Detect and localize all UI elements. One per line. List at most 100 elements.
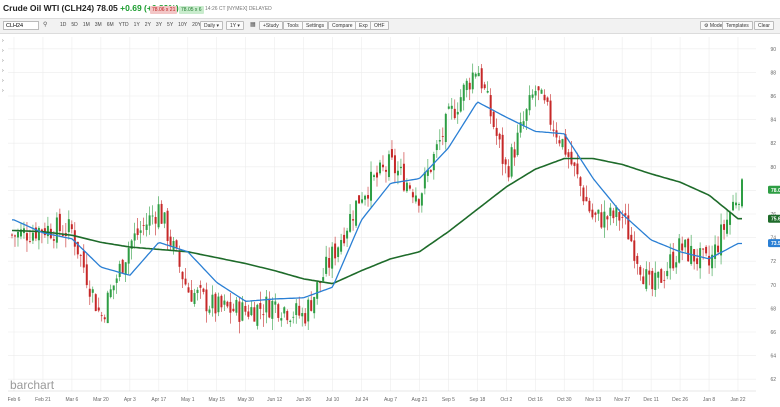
x-tick-label: Apr 17 [151, 397, 166, 403]
barchart-watermark: barchart [10, 378, 55, 392]
tools-button[interactable]: Tools [283, 21, 303, 30]
y-tick-label: 70 [770, 283, 776, 289]
save-button[interactable]: OHF [370, 21, 389, 30]
range-3y[interactable]: 3Y [155, 22, 163, 28]
range-20y[interactable]: 20Y [192, 22, 201, 28]
ask-quote: 78.05 x 6 [179, 6, 204, 14]
candle-body [118, 263, 121, 277]
range-6m[interactable]: 6M [106, 22, 114, 28]
x-tick-label: Apr 3 [124, 397, 136, 403]
candle-body [256, 304, 259, 326]
y-tick-label: 86 [770, 94, 776, 100]
candle-body [25, 233, 28, 241]
range-2y[interactable]: 2Y [144, 22, 151, 28]
candle-body [432, 154, 435, 171]
candle-body [193, 292, 196, 304]
settings-button[interactable]: Settings [302, 21, 329, 30]
candle-body [349, 214, 352, 232]
chevron-right-icon[interactable]: › [2, 58, 4, 64]
candle-body [352, 219, 355, 221]
candle-body [555, 130, 558, 138]
chevron-right-icon[interactable]: › [2, 48, 4, 54]
x-tick-label: Oct 2 [500, 397, 512, 403]
range-10y[interactable]: 10Y [178, 22, 188, 28]
candle-body [175, 240, 178, 248]
symbol-input[interactable] [3, 21, 39, 30]
moving-average-short [12, 101, 742, 302]
clear-button[interactable]: Clear [754, 21, 774, 30]
candle-body [483, 84, 486, 89]
range-1y[interactable]: 1Y [133, 22, 140, 28]
candle-body [531, 94, 534, 98]
candle-body [328, 258, 331, 268]
candle-body [148, 215, 151, 226]
candle-body [163, 212, 166, 224]
candle-body [549, 100, 552, 125]
candle-body [91, 289, 94, 293]
y-tick-label: 84 [770, 118, 776, 124]
candle-body [52, 239, 55, 241]
y-tick-label: 88 [770, 70, 776, 76]
interval-select[interactable]: Daily ▾ [200, 21, 224, 30]
candle-body [16, 231, 19, 238]
candle-body [600, 212, 603, 228]
candle-body [307, 299, 310, 322]
candle-body [489, 95, 492, 117]
chevron-right-icon[interactable]: › [2, 78, 4, 84]
templates-button[interactable]: Templates [722, 21, 753, 30]
candle-body [136, 228, 139, 236]
compare-button[interactable]: Compare [328, 21, 357, 30]
candle-body [567, 152, 570, 157]
candle-body [396, 170, 399, 176]
calendar-icon[interactable]: ▦ [250, 22, 256, 28]
candle-body [181, 271, 184, 280]
candle-body [525, 109, 528, 121]
candle-body [660, 269, 663, 283]
candle-body [208, 309, 211, 313]
y-tick-label: 62 [770, 377, 776, 383]
candle-body [124, 262, 127, 275]
range-1m[interactable]: 1M [82, 22, 90, 28]
candle-body [621, 217, 624, 218]
candle-body [223, 300, 226, 305]
range-1d[interactable]: 1D [60, 22, 67, 28]
search-icon[interactable]: ⚲ [43, 22, 48, 28]
candle-body [298, 305, 301, 316]
candle-body [705, 246, 708, 254]
price-chart[interactable]: 626466687072747678808284868890 Feb 6Feb … [0, 33, 780, 407]
candle-body [492, 111, 495, 127]
candle-body [271, 300, 274, 319]
range-ytd[interactable]: YTD [118, 22, 129, 28]
price-badges: 78.05 75.60 73.53 [768, 185, 780, 247]
candle-body [334, 243, 337, 259]
badge-value: 78.05 [771, 188, 780, 194]
candle-body [633, 240, 636, 261]
candle-body [720, 224, 723, 256]
candle-body [486, 90, 489, 93]
candle-body [367, 195, 370, 199]
range-3m[interactable]: 3M [94, 22, 102, 28]
candle-body [259, 302, 262, 309]
candle-body [214, 293, 217, 314]
candle-body [591, 209, 594, 218]
chevron-right-icon[interactable]: › [2, 38, 4, 44]
candle-body [684, 239, 687, 248]
candle-body [588, 200, 591, 212]
candle-body [253, 307, 256, 322]
candle-body [364, 195, 367, 200]
candle-body [313, 296, 316, 314]
range-5y[interactable]: 5Y [167, 22, 174, 28]
period-select[interactable]: 1Y ▾ [226, 21, 244, 30]
candle-body [67, 219, 70, 233]
study-button[interactable]: +Study [259, 21, 283, 30]
chevron-right-icon[interactable]: › [2, 68, 4, 74]
candle-body [522, 121, 525, 126]
candle-body [295, 303, 298, 316]
candle-body [738, 204, 741, 205]
range-5d[interactable]: 5D [71, 22, 78, 28]
candle-body [537, 86, 540, 91]
candle-body [435, 144, 438, 151]
chevron-right-icon[interactable]: › [2, 88, 4, 94]
x-tick-label: Mar 6 [66, 397, 79, 403]
candle-body [624, 213, 627, 216]
